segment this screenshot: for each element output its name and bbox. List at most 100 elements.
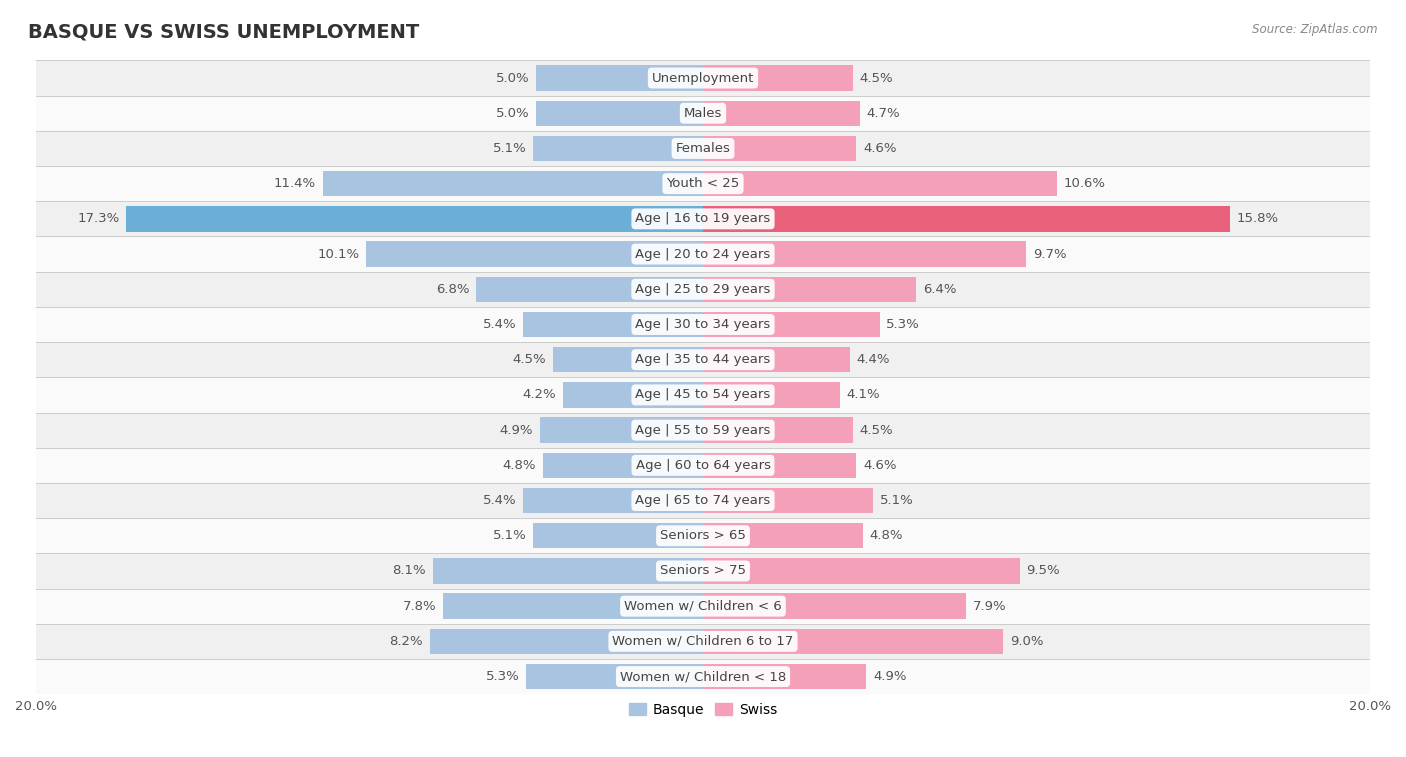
Bar: [540, 417, 703, 443]
Bar: [703, 453, 856, 478]
Text: Females: Females: [675, 142, 731, 155]
Bar: [703, 558, 1019, 584]
Text: 8.2%: 8.2%: [389, 635, 423, 648]
Text: 4.9%: 4.9%: [873, 670, 907, 683]
Bar: [366, 241, 703, 266]
Bar: [37, 272, 1369, 307]
Bar: [37, 483, 1369, 518]
Text: Age | 35 to 44 years: Age | 35 to 44 years: [636, 354, 770, 366]
Text: 5.0%: 5.0%: [496, 71, 530, 85]
Bar: [703, 312, 880, 337]
Text: 10.6%: 10.6%: [1063, 177, 1105, 190]
Bar: [523, 312, 703, 337]
Bar: [703, 206, 1230, 232]
Text: 6.4%: 6.4%: [924, 283, 956, 296]
Text: 4.5%: 4.5%: [859, 424, 893, 437]
Text: Age | 55 to 59 years: Age | 55 to 59 years: [636, 424, 770, 437]
Bar: [703, 347, 849, 372]
Bar: [703, 523, 863, 548]
Text: Youth < 25: Youth < 25: [666, 177, 740, 190]
Bar: [703, 628, 1002, 654]
Bar: [127, 206, 703, 232]
Text: Age | 16 to 19 years: Age | 16 to 19 years: [636, 213, 770, 226]
Text: Age | 60 to 64 years: Age | 60 to 64 years: [636, 459, 770, 472]
Text: 4.6%: 4.6%: [863, 142, 897, 155]
Text: 4.5%: 4.5%: [513, 354, 547, 366]
Text: Women w/ Children < 6: Women w/ Children < 6: [624, 600, 782, 612]
Bar: [477, 276, 703, 302]
Text: 5.3%: 5.3%: [886, 318, 920, 331]
Bar: [37, 61, 1369, 95]
Text: 4.7%: 4.7%: [866, 107, 900, 120]
Bar: [703, 101, 859, 126]
Text: 4.5%: 4.5%: [859, 71, 893, 85]
Bar: [703, 664, 866, 689]
Bar: [37, 447, 1369, 483]
Text: 9.7%: 9.7%: [1033, 248, 1067, 260]
Bar: [536, 65, 703, 91]
Bar: [703, 171, 1056, 196]
Text: 9.0%: 9.0%: [1010, 635, 1043, 648]
Bar: [543, 453, 703, 478]
Text: 4.8%: 4.8%: [503, 459, 536, 472]
Bar: [533, 136, 703, 161]
Text: Age | 20 to 24 years: Age | 20 to 24 years: [636, 248, 770, 260]
Text: 6.8%: 6.8%: [436, 283, 470, 296]
Text: 4.9%: 4.9%: [499, 424, 533, 437]
Bar: [37, 624, 1369, 659]
Bar: [37, 131, 1369, 166]
Text: BASQUE VS SWISS UNEMPLOYMENT: BASQUE VS SWISS UNEMPLOYMENT: [28, 23, 419, 42]
Bar: [37, 236, 1369, 272]
Bar: [37, 659, 1369, 694]
Bar: [433, 558, 703, 584]
Text: Women w/ Children 6 to 17: Women w/ Children 6 to 17: [613, 635, 793, 648]
Text: Age | 65 to 74 years: Age | 65 to 74 years: [636, 494, 770, 507]
Text: Age | 30 to 34 years: Age | 30 to 34 years: [636, 318, 770, 331]
Bar: [703, 241, 1026, 266]
Bar: [37, 201, 1369, 236]
Bar: [37, 307, 1369, 342]
Text: 11.4%: 11.4%: [274, 177, 316, 190]
Text: Source: ZipAtlas.com: Source: ZipAtlas.com: [1253, 23, 1378, 36]
Text: 7.9%: 7.9%: [973, 600, 1007, 612]
Bar: [703, 593, 966, 618]
Bar: [37, 166, 1369, 201]
Text: 5.1%: 5.1%: [492, 529, 526, 542]
Bar: [37, 95, 1369, 131]
Text: 4.4%: 4.4%: [856, 354, 890, 366]
Text: 9.5%: 9.5%: [1026, 565, 1060, 578]
Text: Age | 45 to 54 years: Age | 45 to 54 years: [636, 388, 770, 401]
Bar: [526, 664, 703, 689]
Text: 5.0%: 5.0%: [496, 107, 530, 120]
Text: 8.1%: 8.1%: [392, 565, 426, 578]
Text: 17.3%: 17.3%: [77, 213, 120, 226]
Bar: [429, 628, 703, 654]
Bar: [703, 382, 839, 407]
Text: 5.4%: 5.4%: [482, 494, 516, 507]
Bar: [37, 377, 1369, 413]
Text: 4.2%: 4.2%: [523, 388, 557, 401]
Bar: [703, 65, 853, 91]
Text: 4.1%: 4.1%: [846, 388, 880, 401]
Bar: [37, 518, 1369, 553]
Text: 5.4%: 5.4%: [482, 318, 516, 331]
Text: 4.6%: 4.6%: [863, 459, 897, 472]
Bar: [523, 488, 703, 513]
Bar: [553, 347, 703, 372]
Bar: [443, 593, 703, 618]
Text: Seniors > 75: Seniors > 75: [659, 565, 747, 578]
Text: 7.8%: 7.8%: [402, 600, 436, 612]
Text: Women w/ Children < 18: Women w/ Children < 18: [620, 670, 786, 683]
Legend: Basque, Swiss: Basque, Swiss: [623, 697, 783, 722]
Bar: [703, 136, 856, 161]
Text: 15.8%: 15.8%: [1237, 213, 1278, 226]
Text: 5.1%: 5.1%: [492, 142, 526, 155]
Bar: [533, 523, 703, 548]
Bar: [37, 342, 1369, 377]
Bar: [562, 382, 703, 407]
Bar: [703, 417, 853, 443]
Text: 5.3%: 5.3%: [486, 670, 520, 683]
Bar: [536, 101, 703, 126]
Text: 10.1%: 10.1%: [318, 248, 360, 260]
Bar: [703, 276, 917, 302]
